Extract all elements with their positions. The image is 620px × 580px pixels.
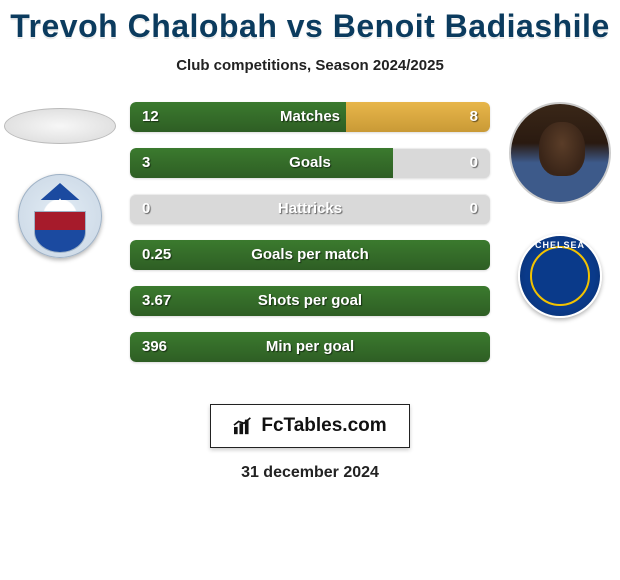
- header: Trevoh Chalobah vs Benoit Badiashile Clu…: [0, 0, 620, 74]
- stat-value-right: 8: [470, 102, 478, 132]
- stat-label: Shots per goal: [258, 286, 362, 316]
- stat-value-right: 0: [470, 194, 478, 224]
- right-club-badge: [518, 234, 602, 318]
- stat-row: 12 8 Matches: [130, 102, 490, 132]
- left-club-badge: [18, 174, 102, 258]
- stat-value-left: 0: [142, 194, 150, 224]
- subtitle: Club competitions, Season 2024/2025: [0, 57, 620, 74]
- stat-label: Goals: [289, 148, 331, 178]
- stat-label: Hattricks: [278, 194, 342, 224]
- stat-value-left: 0.25: [142, 240, 171, 270]
- stat-bar-left: [130, 148, 393, 178]
- stat-value-right: 0: [470, 148, 478, 178]
- stat-label: Goals per match: [251, 240, 369, 270]
- stat-row: 3 0 Goals: [130, 148, 490, 178]
- stat-row: 0.25 Goals per match: [130, 240, 490, 270]
- branding-box[interactable]: FcTables.com: [210, 404, 409, 448]
- comparison-bars: 12 8 Matches 3 0 Goals 0 0 Hattricks 0.25 Goals pe…: [130, 102, 490, 362]
- date-text: 31 december 2024: [0, 464, 620, 482]
- branding-text: FcTables.com: [261, 415, 386, 437]
- stat-row: 3.67 Shots per goal: [130, 286, 490, 316]
- stat-value-left: 3: [142, 148, 150, 178]
- right-player-column: [500, 102, 620, 318]
- stat-value-left: 12: [142, 102, 159, 132]
- stat-row: 0 0 Hattricks: [130, 194, 490, 224]
- right-player-photo: [509, 102, 611, 204]
- comparison-panel: 12 8 Matches 3 0 Goals 0 0 Hattricks 0.25 Goals pe…: [0, 102, 620, 392]
- stat-label: Matches: [280, 102, 340, 132]
- chart-icon: [233, 416, 255, 436]
- left-player-photo: [4, 108, 116, 144]
- stat-row: 396 Min per goal: [130, 332, 490, 362]
- stat-value-left: 396: [142, 332, 167, 362]
- stat-value-left: 3.67: [142, 286, 171, 316]
- page-title: Trevoh Chalobah vs Benoit Badiashile: [0, 8, 620, 45]
- stat-label: Min per goal: [266, 332, 354, 362]
- left-player-column: [0, 102, 120, 258]
- footer: FcTables.com 31 december 2024: [0, 404, 620, 482]
- stat-bar-right: [346, 102, 490, 132]
